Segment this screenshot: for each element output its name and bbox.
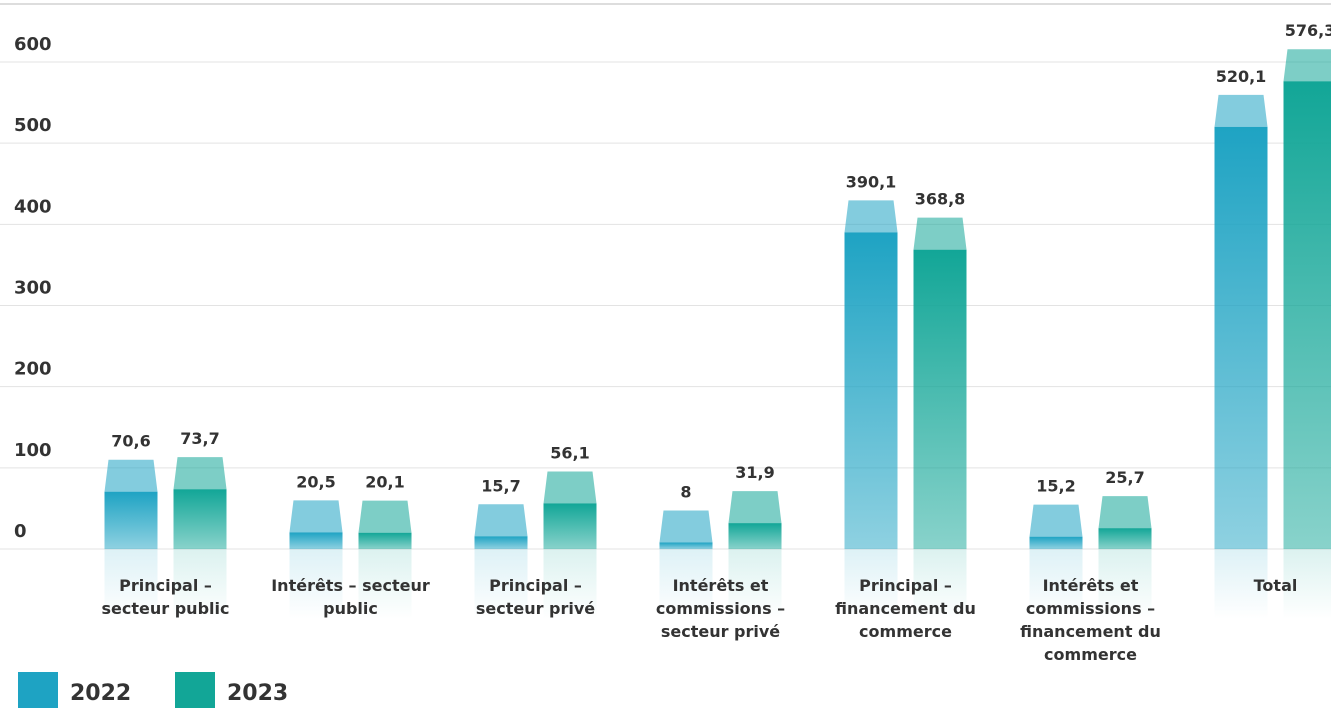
legend-swatch: [175, 672, 215, 708]
value-label: 20,1: [365, 473, 404, 492]
x-tick-label: Principal – financement du commerce: [835, 576, 976, 641]
bar-reflection: [474, 549, 528, 619]
bar: [474, 536, 528, 549]
y-tick-label: 300: [14, 278, 52, 299]
bar: [728, 523, 782, 549]
x-tick-label: Principal – secteur public: [101, 576, 230, 618]
bar-cap: [659, 510, 713, 543]
bar-cap: [1214, 94, 1268, 127]
bar-cap: [543, 471, 597, 504]
bar: [1098, 528, 1152, 549]
bar: [543, 503, 597, 549]
value-label: 70,6: [111, 432, 150, 451]
bar-reflection: [728, 549, 782, 619]
bar: [913, 249, 967, 549]
value-label: 25,7: [1105, 468, 1144, 487]
bar-reflection: [173, 549, 227, 619]
bar-reflection: [1214, 549, 1268, 619]
bar-cap: [173, 457, 227, 490]
bar-reflection: [1029, 549, 1083, 619]
bar: [289, 532, 343, 549]
x-tick-label: Principal – secteur privé: [475, 576, 596, 618]
legend-label: 2023: [227, 681, 288, 706]
bar-cap: [104, 459, 158, 492]
bar-reflection: [1098, 549, 1152, 619]
bar: [104, 491, 158, 549]
bar-cap: [728, 491, 782, 524]
value-label: 15,7: [481, 476, 520, 495]
bar: [1214, 126, 1268, 549]
x-tick-label: Total: [1253, 576, 1298, 595]
bar-reflection: [104, 549, 158, 619]
x-tick-label: Intérêts et commissions – financement du…: [1020, 576, 1161, 664]
bar-reflection: [913, 549, 967, 619]
bar-cap: [913, 217, 967, 250]
bar-cap: [474, 504, 528, 537]
bar-reflection: [1283, 549, 1331, 619]
value-label: 390,1: [846, 172, 897, 191]
bar-reflection: [659, 549, 713, 619]
bar-cap: [1029, 504, 1083, 537]
y-tick-label: 200: [14, 359, 52, 380]
bar-cap: [358, 500, 412, 533]
x-tick-label: Intérêts – secteur public: [271, 576, 430, 618]
y-tick-label: 100: [14, 440, 52, 461]
legend-label: 2022: [70, 681, 131, 706]
bar: [844, 232, 898, 549]
bar: [358, 532, 412, 549]
value-label: 20,5: [296, 472, 335, 491]
bar: [1029, 536, 1083, 549]
y-tick-label: 400: [14, 196, 52, 217]
bar-reflection: [543, 549, 597, 619]
bar-cap: [844, 200, 898, 233]
y-tick-label: 0: [14, 521, 27, 542]
value-label: 368,8: [915, 190, 966, 209]
legend-swatch: [18, 672, 58, 708]
bar-reflection: [289, 549, 343, 619]
x-tick-label: Intérêts et commissions – secteur privé: [655, 576, 786, 641]
bar-reflection: [358, 549, 412, 619]
value-label: 73,7: [180, 429, 219, 448]
value-label: 15,2: [1036, 477, 1075, 496]
bar-reflection: [844, 549, 898, 619]
value-label: 56,1: [550, 443, 589, 462]
bar-cap: [289, 500, 343, 533]
y-tick-label: 600: [14, 34, 52, 55]
y-tick-label: 500: [14, 115, 52, 136]
bar: [1283, 81, 1331, 549]
value-label: 520,1: [1216, 67, 1267, 86]
bar-cap: [1098, 496, 1152, 529]
bar: [173, 489, 227, 549]
bar: [659, 542, 713, 549]
value-label: 576,3: [1285, 21, 1331, 40]
value-label: 8: [680, 483, 691, 502]
value-label: 31,9: [735, 463, 774, 482]
bar-cap: [1283, 49, 1331, 82]
